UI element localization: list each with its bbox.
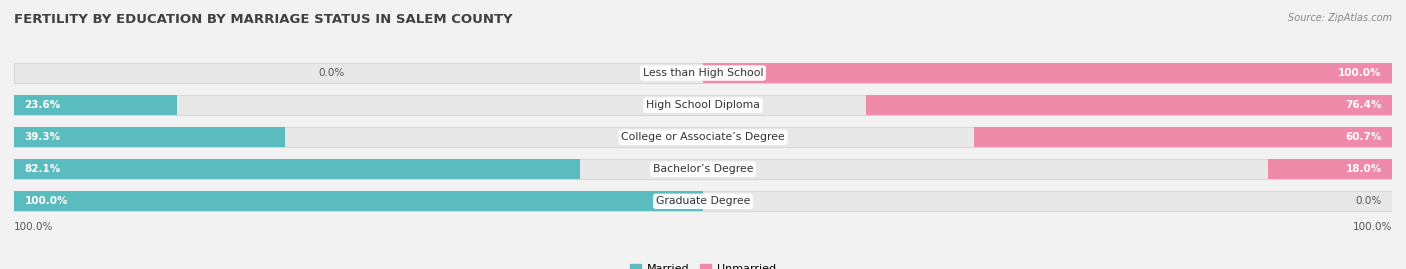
- Text: 100.0%: 100.0%: [14, 222, 53, 232]
- Text: Bachelor’s Degree: Bachelor’s Degree: [652, 164, 754, 174]
- Text: 39.3%: 39.3%: [24, 132, 60, 142]
- Bar: [866, 95, 1392, 115]
- Bar: [14, 95, 177, 115]
- Text: 23.6%: 23.6%: [24, 100, 60, 110]
- Text: FERTILITY BY EDUCATION BY MARRIAGE STATUS IN SALEM COUNTY: FERTILITY BY EDUCATION BY MARRIAGE STATU…: [14, 13, 513, 26]
- Bar: [14, 159, 1392, 179]
- Bar: [1268, 159, 1392, 179]
- Text: 100.0%: 100.0%: [1339, 68, 1382, 78]
- Bar: [14, 192, 703, 211]
- Bar: [14, 127, 1392, 147]
- Text: 82.1%: 82.1%: [24, 164, 60, 174]
- Text: College or Associate’s Degree: College or Associate’s Degree: [621, 132, 785, 142]
- Bar: [974, 127, 1392, 147]
- Text: 60.7%: 60.7%: [1346, 132, 1382, 142]
- Bar: [14, 63, 1392, 83]
- Text: 76.4%: 76.4%: [1346, 100, 1382, 110]
- Text: Less than High School: Less than High School: [643, 68, 763, 78]
- Text: 0.0%: 0.0%: [319, 68, 344, 78]
- Bar: [703, 63, 1392, 83]
- Text: 100.0%: 100.0%: [1353, 222, 1392, 232]
- Legend: Married, Unmarried: Married, Unmarried: [626, 259, 780, 269]
- Bar: [14, 95, 1392, 115]
- Bar: [14, 159, 579, 179]
- Text: High School Diploma: High School Diploma: [647, 100, 759, 110]
- Text: Graduate Degree: Graduate Degree: [655, 196, 751, 206]
- Text: 100.0%: 100.0%: [24, 196, 67, 206]
- Text: 18.0%: 18.0%: [1346, 164, 1382, 174]
- Text: 0.0%: 0.0%: [1355, 196, 1382, 206]
- Bar: [14, 127, 285, 147]
- Bar: [14, 192, 1392, 211]
- Text: Source: ZipAtlas.com: Source: ZipAtlas.com: [1288, 13, 1392, 23]
